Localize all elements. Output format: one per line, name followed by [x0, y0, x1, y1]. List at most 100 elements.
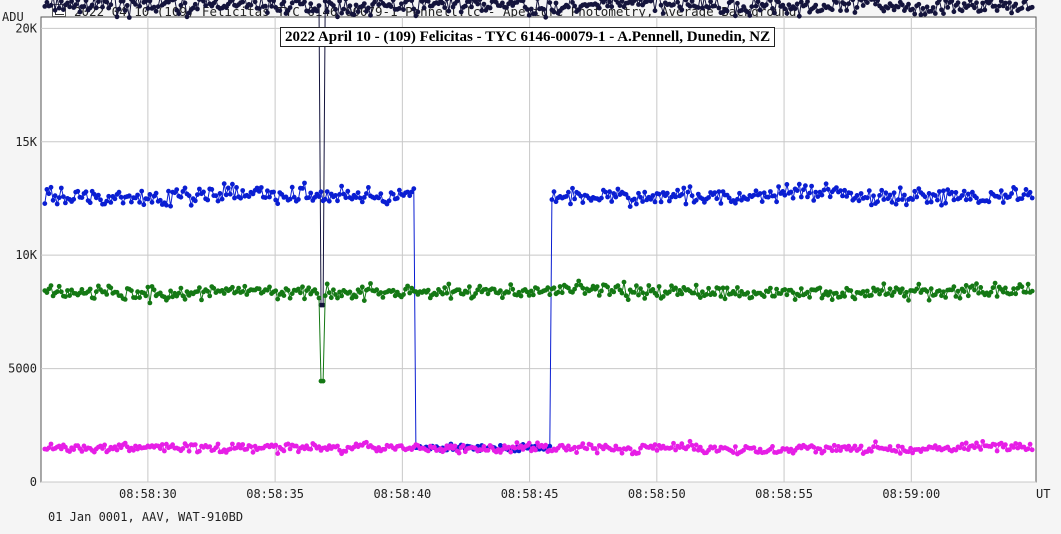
- data-point: [780, 2, 786, 8]
- data-point: [440, 0, 445, 6]
- data-point: [67, 4, 72, 10]
- data-point: [553, 199, 559, 205]
- data-point: [129, 288, 134, 293]
- data-point: [846, 443, 852, 449]
- x-tick-label: 08:59:00: [882, 487, 940, 501]
- data-point: [322, 293, 328, 299]
- data-point: [324, 447, 330, 452]
- data-point: [405, 0, 410, 3]
- data-point: [667, 198, 672, 204]
- data-point: [739, 7, 744, 13]
- data-point: [664, 190, 670, 196]
- data-point: [378, 290, 384, 295]
- data-point: [314, 8, 320, 14]
- data-point: [955, 288, 961, 294]
- data-point: [106, 193, 112, 199]
- data-point: [908, 445, 913, 451]
- data-point: [831, 442, 837, 448]
- data-point: [895, 443, 901, 449]
- data-point: [302, 0, 307, 5]
- data-point: [201, 0, 206, 4]
- data-point: [992, 442, 998, 448]
- data-point: [225, 185, 231, 191]
- data-point: [267, 284, 272, 290]
- data-point: [306, 195, 312, 201]
- data-point: [988, 289, 994, 295]
- data-point: [449, 0, 453, 1]
- data-point: [566, 285, 571, 291]
- data-point: [71, 447, 77, 452]
- data-point: [96, 283, 101, 289]
- data-point: [450, 4, 456, 10]
- data-point: [533, 11, 538, 17]
- data-point: [343, 449, 349, 454]
- data-point: [823, 289, 829, 295]
- data-point: [693, 282, 699, 288]
- data-point: [197, 448, 202, 454]
- data-point: [640, 290, 645, 296]
- data-point: [240, 0, 246, 5]
- data-point: [195, 192, 200, 198]
- data-point: [335, 443, 340, 449]
- data-point: [475, 1, 481, 7]
- data-point: [679, 192, 685, 197]
- data-point: [500, 0, 505, 6]
- data-point: [864, 195, 870, 201]
- data-point: [862, 293, 868, 299]
- data-point: [252, 443, 258, 449]
- data-point: [211, 0, 217, 6]
- data-point: [844, 194, 850, 199]
- data-point: [951, 284, 957, 290]
- data-point: [951, 9, 957, 15]
- data-point: [236, 442, 242, 447]
- data-point: [941, 289, 946, 295]
- data-point: [1021, 192, 1027, 198]
- data-point: [642, 189, 648, 195]
- data-point: [576, 278, 582, 284]
- data-point: [636, 190, 641, 196]
- data-point: [1025, 281, 1031, 287]
- data-point: [52, 193, 58, 199]
- data-point: [782, 6, 788, 12]
- data-point: [518, 293, 524, 299]
- data-point: [479, 8, 485, 14]
- data-point: [625, 195, 631, 201]
- data-point: [924, 4, 930, 10]
- data-point: [386, 198, 392, 204]
- data-point: [442, 285, 448, 290]
- data-point: [79, 195, 85, 201]
- data-point: [320, 302, 326, 308]
- data-point: [926, 191, 932, 196]
- data-point: [887, 444, 893, 449]
- data-point: [506, 290, 511, 295]
- data-point: [615, 186, 621, 192]
- y-axis-unit: ADU: [2, 10, 24, 24]
- data-point: [607, 189, 612, 195]
- data-point: [603, 189, 608, 195]
- data-point: [333, 193, 338, 198]
- data-point: [357, 290, 363, 295]
- data-point: [481, 1, 487, 7]
- data-point: [287, 295, 293, 301]
- data-point: [1019, 196, 1025, 202]
- data-point: [1029, 4, 1035, 10]
- data-point: [998, 440, 1004, 446]
- data-point: [1000, 200, 1006, 205]
- data-point: [56, 195, 62, 201]
- data-point: [353, 2, 359, 8]
- data-point: [986, 199, 992, 205]
- data-point: [902, 192, 907, 198]
- data-point: [411, 186, 417, 192]
- data-point: [615, 283, 621, 289]
- x-tick-label: 08:58:35: [246, 487, 304, 501]
- data-point: [79, 287, 85, 292]
- data-point: [1027, 189, 1033, 195]
- data-point: [601, 446, 606, 452]
- data-point: [679, 7, 685, 13]
- data-point: [195, 6, 200, 12]
- data-point: [603, 0, 608, 2]
- data-point: [646, 283, 652, 288]
- data-point: [469, 4, 474, 10]
- data-point: [675, 187, 680, 193]
- data-point: [221, 291, 227, 296]
